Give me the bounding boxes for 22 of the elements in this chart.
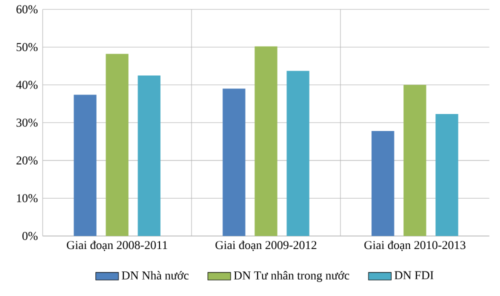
bar xyxy=(404,84,426,236)
y-tick-label: 60% xyxy=(16,5,38,14)
x-tick-label: Giai đoạn 2009-2012 xyxy=(216,240,316,252)
x-tick-label: Giai đoạn 2008-2011 xyxy=(66,240,168,252)
y-tick-label: 20% xyxy=(16,156,38,165)
legend-label: DN FDI xyxy=(394,271,434,280)
y-tick-label: 30% xyxy=(16,118,38,127)
y-tick-label: 50% xyxy=(16,43,38,52)
x-tick-label: Giai đoạn 2010-2013 xyxy=(364,240,466,252)
bar xyxy=(372,130,394,236)
bar xyxy=(254,46,278,236)
bar xyxy=(436,114,458,236)
y-tick-label: 0% xyxy=(22,232,38,240)
bar xyxy=(74,94,96,236)
bar xyxy=(106,54,128,236)
bar xyxy=(222,88,246,236)
y-tick-label: 40% xyxy=(16,80,38,89)
bar xyxy=(138,75,160,236)
bar xyxy=(286,70,310,236)
legend-label: DN Tư nhân trong nước xyxy=(234,271,350,282)
y-tick-label: 10% xyxy=(17,194,38,202)
legend-label: DN Nhà nước xyxy=(122,271,189,280)
